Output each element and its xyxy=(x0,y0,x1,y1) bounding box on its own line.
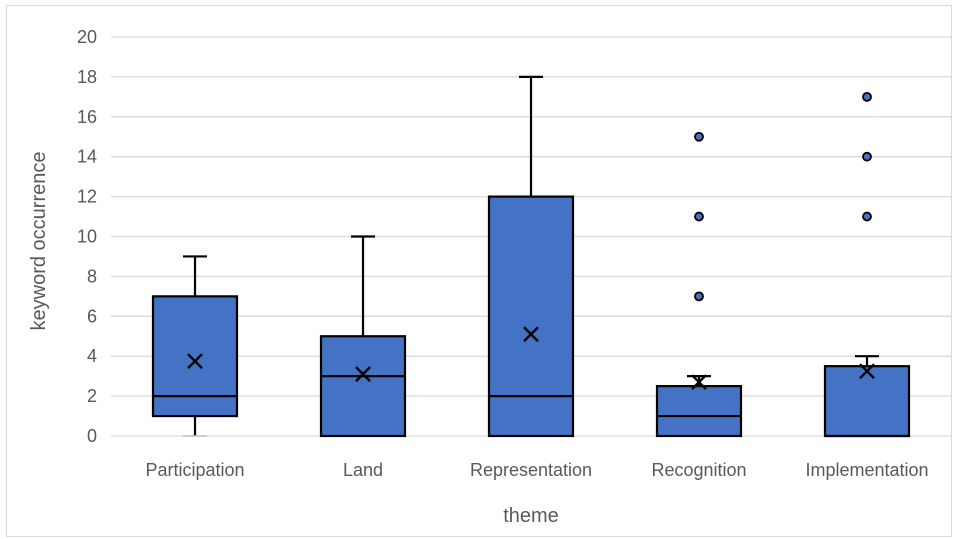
chart-area: 0 2 4 6 8 10 12 14 16 18 20 Participation Land Repre… xyxy=(6,5,952,537)
y-tick-label-14: 14 xyxy=(77,147,97,167)
box-representation xyxy=(487,75,575,438)
y-axis-title: keyword occurrence xyxy=(28,152,50,331)
x-axis-ticks: Participation Land Representation Recogniti… xyxy=(145,460,928,480)
y-tick-label-4: 4 xyxy=(87,346,97,366)
box-body-representation xyxy=(487,195,575,438)
mean-marker-b-participation xyxy=(187,353,203,370)
box-land xyxy=(319,235,407,438)
x-tick-label-implementation: Implementation xyxy=(805,460,928,480)
x-tick-label-participation: Participation xyxy=(145,460,244,480)
y-tick-label-2: 2 xyxy=(87,386,97,406)
outlier-point-recognition-7 xyxy=(694,291,704,302)
y-tick-label-6: 6 xyxy=(87,306,97,326)
boxes xyxy=(151,75,911,438)
x-tick-label-land: Land xyxy=(343,460,383,480)
box-body-recognition xyxy=(655,385,743,438)
y-tick-label-10: 10 xyxy=(77,227,97,247)
outlier-point-recognition-11 xyxy=(694,211,704,222)
outlier-point-implementation-11 xyxy=(862,211,872,222)
x-tick-label-representation: Representation xyxy=(470,460,592,480)
box-plot-chart: 0 2 4 6 8 10 12 14 16 18 20 Participation Land Repre… xyxy=(28,27,951,527)
mean-marker-b-representation xyxy=(523,326,539,343)
y-tick-label-0: 0 xyxy=(87,426,97,446)
mean-marker-b-recognition xyxy=(691,374,707,390)
box-body-participation xyxy=(151,295,239,418)
y-tick-label-16: 16 xyxy=(77,107,97,127)
y-axis-ticks: 0 2 4 6 8 10 12 14 16 18 20 xyxy=(77,27,97,446)
box-implementation xyxy=(823,91,911,438)
outlier-point-implementation-14 xyxy=(862,151,872,162)
x-axis-title: theme xyxy=(503,505,559,527)
y-tick-label-12: 12 xyxy=(77,187,97,207)
y-tick-label-18: 18 xyxy=(77,67,97,87)
box-body-implementation xyxy=(823,365,911,438)
box-recognition xyxy=(655,131,743,438)
box-body-land xyxy=(319,335,407,438)
mean-marker-b-implementation xyxy=(859,363,875,380)
mean-marker-b-land xyxy=(355,366,371,383)
outlier-point-recognition-15 xyxy=(694,131,704,142)
y-tick-label-8: 8 xyxy=(87,266,97,286)
x-tick-label-recognition: Recognition xyxy=(651,460,746,480)
box-participation xyxy=(151,255,239,437)
outlier-point-implementation-17 xyxy=(862,91,872,102)
y-tick-label-20: 20 xyxy=(77,27,97,47)
